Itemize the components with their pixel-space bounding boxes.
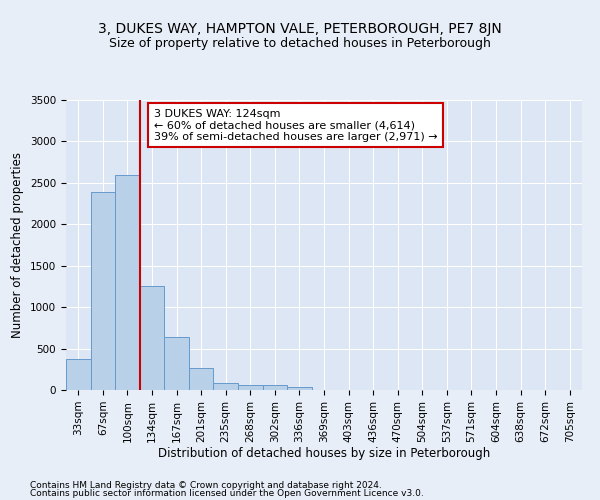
Text: Size of property relative to detached houses in Peterborough: Size of property relative to detached ho… <box>109 38 491 51</box>
Bar <box>91 192 115 390</box>
Bar <box>287 386 312 390</box>
Text: Contains HM Land Registry data © Crown copyright and database right 2024.: Contains HM Land Registry data © Crown c… <box>30 480 382 490</box>
Text: 3, DUKES WAY, HAMPTON VALE, PETERBOROUGH, PE7 8JN: 3, DUKES WAY, HAMPTON VALE, PETERBOROUGH… <box>98 22 502 36</box>
Bar <box>66 358 91 390</box>
Y-axis label: Number of detached properties: Number of detached properties <box>11 152 25 338</box>
Text: 3 DUKES WAY: 124sqm
← 60% of detached houses are smaller (4,614)
39% of semi-det: 3 DUKES WAY: 124sqm ← 60% of detached ho… <box>154 108 437 142</box>
Bar <box>189 368 214 390</box>
Bar <box>164 337 189 390</box>
X-axis label: Distribution of detached houses by size in Peterborough: Distribution of detached houses by size … <box>158 448 490 460</box>
Bar <box>140 286 164 390</box>
Bar <box>263 386 287 390</box>
Text: Contains public sector information licensed under the Open Government Licence v3: Contains public sector information licen… <box>30 489 424 498</box>
Bar <box>238 385 263 390</box>
Bar <box>214 382 238 390</box>
Bar <box>115 174 140 390</box>
